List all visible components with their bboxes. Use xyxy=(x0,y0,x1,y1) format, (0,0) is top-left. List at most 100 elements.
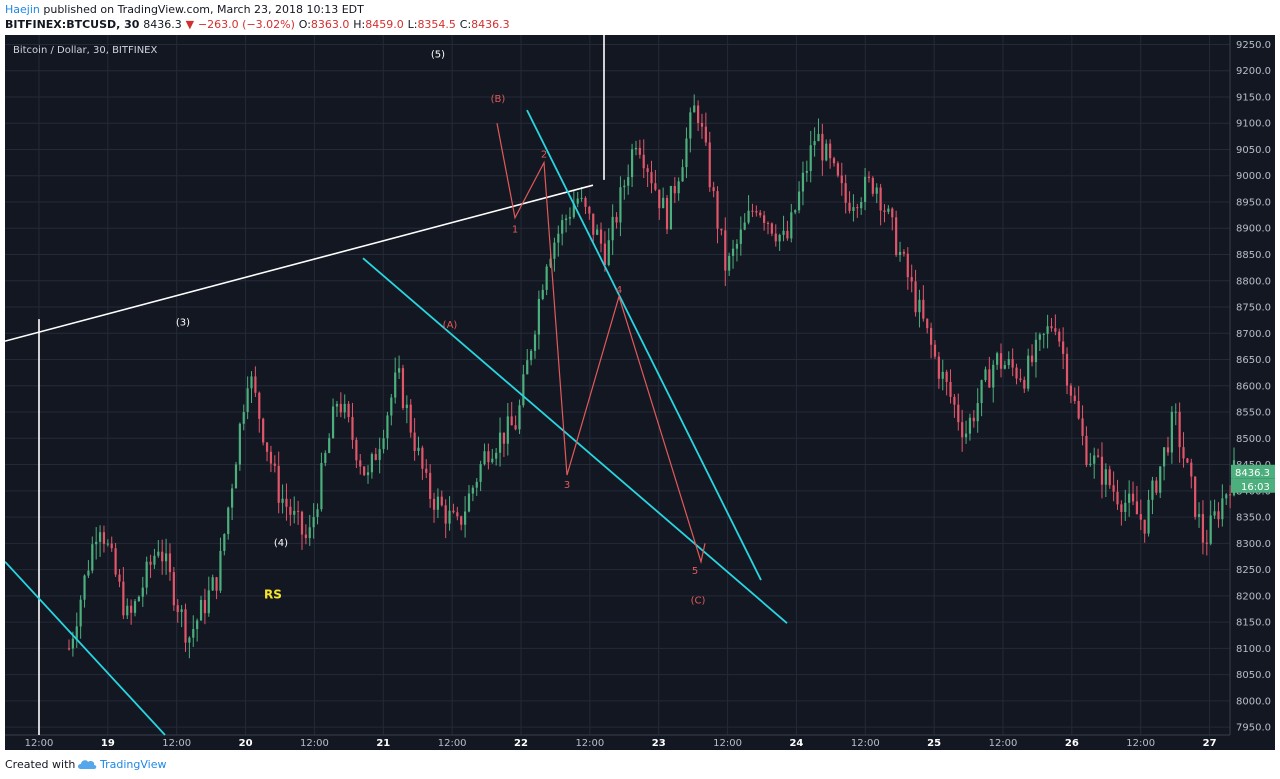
symbol-name: BITFINEX:BTCUSD, 30 xyxy=(5,18,140,31)
candle-body xyxy=(673,186,676,194)
candle-body xyxy=(436,496,440,510)
candle-body xyxy=(471,487,474,494)
candle-body xyxy=(133,601,137,613)
candle-body xyxy=(658,189,661,209)
y-tick-label: 9150.0 xyxy=(1236,92,1271,103)
price-chart[interactable]: 9250.0 9200.0 9150.0 9100.0 9050.0 9000.0 8950… xyxy=(4,35,1275,750)
candle-body xyxy=(1042,333,1045,335)
candle-body xyxy=(464,511,467,525)
candle-body xyxy=(716,191,719,229)
candle-body xyxy=(382,438,385,450)
candle-body xyxy=(797,191,801,211)
candle-body xyxy=(483,451,486,465)
candle-body xyxy=(215,577,218,591)
candle-body xyxy=(867,176,871,178)
candle-body xyxy=(953,396,956,405)
candle-body xyxy=(1096,455,1100,457)
candle-body xyxy=(704,126,707,143)
candle-body xyxy=(1159,466,1162,493)
candle-body xyxy=(254,376,257,393)
cyan-upper-line xyxy=(526,109,762,581)
candle-body xyxy=(269,451,273,464)
candle-body xyxy=(1163,447,1166,467)
candle-body xyxy=(584,197,587,207)
candle-body xyxy=(231,488,234,508)
candle-body xyxy=(335,403,339,407)
candle-body xyxy=(1073,395,1076,401)
candle-body xyxy=(646,168,649,173)
candle-body xyxy=(996,353,999,365)
candle-body xyxy=(654,183,657,190)
candle-body xyxy=(871,177,874,194)
candle-body xyxy=(619,187,622,223)
x-tick-label: 12:00 xyxy=(162,738,191,749)
chart-area[interactable]: 9250.0 9200.0 9150.0 9100.0 9050.0 9000.0 8950… xyxy=(4,35,1275,750)
tradingview-link[interactable]: TradingView xyxy=(100,758,167,771)
grid xyxy=(5,35,1230,735)
candle-body xyxy=(681,167,684,182)
candle-body xyxy=(79,599,82,627)
last-price: 8436.3 xyxy=(143,18,182,31)
candle-body xyxy=(1007,359,1010,366)
candle-body xyxy=(553,242,556,259)
candle-body xyxy=(937,356,940,379)
cyan-lower-line xyxy=(362,257,788,624)
candle-body xyxy=(832,158,836,164)
candle-body xyxy=(836,163,839,176)
y-tick-label: 8650.0 xyxy=(1236,355,1271,366)
y-tick-label: 8350.0 xyxy=(1236,513,1271,524)
candle-body xyxy=(440,496,443,506)
author-link[interactable]: Haejin xyxy=(5,3,40,16)
candle-body xyxy=(1093,455,1096,464)
candle-body xyxy=(817,133,820,142)
candle-body xyxy=(475,481,478,488)
candle-body xyxy=(432,498,436,510)
candle-body xyxy=(599,229,603,244)
candle-body xyxy=(1100,456,1104,485)
candle-body xyxy=(580,197,583,199)
candle-body xyxy=(770,223,773,234)
candle-body xyxy=(324,452,327,463)
candle-body xyxy=(522,374,525,406)
candles xyxy=(67,94,1236,659)
candle-body xyxy=(265,442,269,452)
y-tick-label: 8300.0 xyxy=(1236,539,1271,550)
candle-body xyxy=(452,510,455,513)
candle-body xyxy=(227,507,230,535)
candle-body xyxy=(238,423,241,465)
candle-body xyxy=(677,181,680,194)
down-arrow-icon: ▼ xyxy=(185,18,195,31)
candle-body xyxy=(821,133,824,161)
candle-body xyxy=(401,368,405,409)
elliott-label-white: (3) xyxy=(176,317,190,328)
candle-body xyxy=(1069,385,1072,396)
candle-body xyxy=(708,142,711,188)
candle-body xyxy=(199,599,203,621)
candle-body xyxy=(141,587,144,597)
candle-body xyxy=(999,353,1003,369)
candle-body xyxy=(1209,515,1212,544)
candle-body xyxy=(1062,341,1065,354)
candle-body xyxy=(957,404,960,423)
candle-body xyxy=(378,449,381,460)
chart-title: Bitcoin / Dollar, 30, BITFINEX xyxy=(13,45,157,56)
candle-body xyxy=(308,527,311,539)
candle-body xyxy=(374,454,377,460)
candle-body xyxy=(623,185,626,188)
candle-body xyxy=(638,147,641,155)
candle-body xyxy=(887,208,890,212)
trendlines xyxy=(4,35,788,736)
candle-body xyxy=(1151,480,1154,500)
elliott-label-red: 5 xyxy=(692,566,698,577)
close-label: C: xyxy=(459,18,472,31)
candle-body xyxy=(510,416,513,426)
y-tick-label: 8550.0 xyxy=(1236,408,1271,419)
elliott-label-red: (A) xyxy=(443,320,458,331)
candle-body xyxy=(343,403,346,413)
y-tick-label: 8050.0 xyxy=(1236,670,1271,681)
candle-body xyxy=(495,452,498,459)
candle-body xyxy=(320,462,323,510)
candle-body xyxy=(1116,491,1119,505)
candle-body xyxy=(794,210,797,213)
candle-body xyxy=(1190,462,1193,477)
